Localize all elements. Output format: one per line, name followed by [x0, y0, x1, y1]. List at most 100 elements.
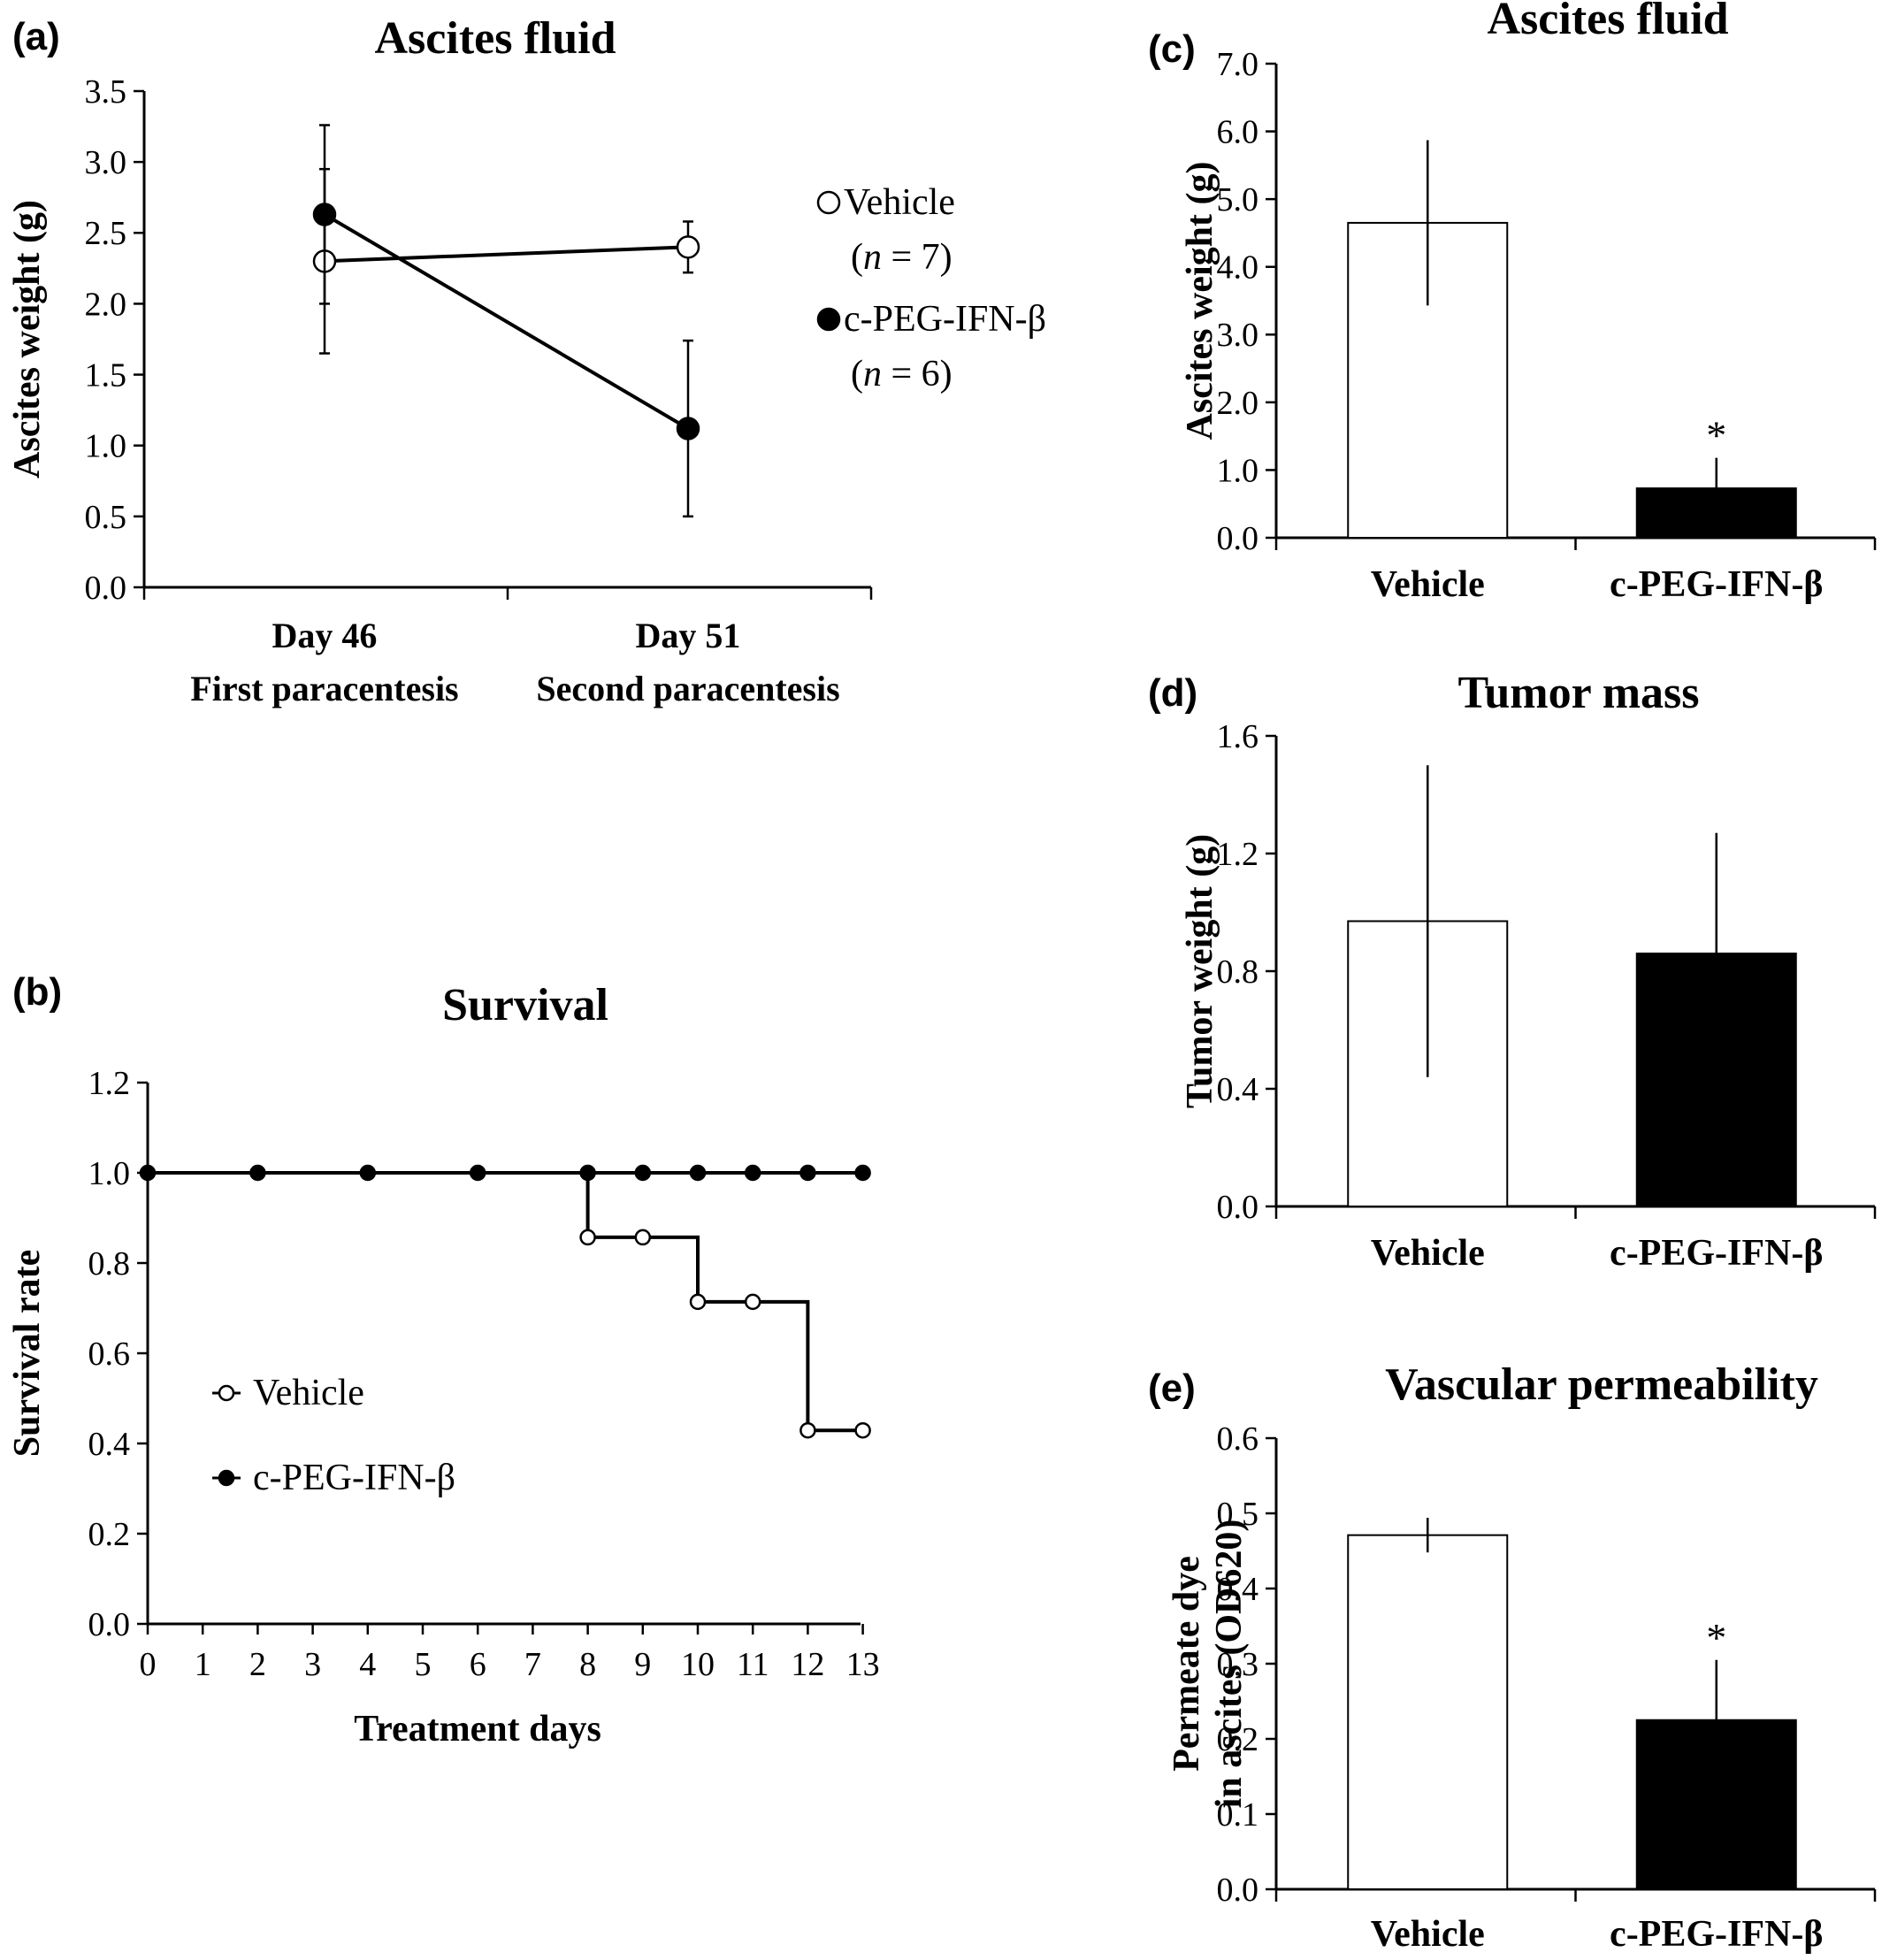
panel-a-ytick-label: 0.5 — [85, 499, 127, 536]
panel-b-point — [799, 1421, 816, 1439]
panel-e-bar — [1347, 1534, 1509, 1891]
panel-b-ytick-label: 1.2 — [88, 1065, 131, 1102]
panel-b-point — [634, 1164, 652, 1182]
panel-b-label: (b) — [12, 970, 62, 1014]
panel-b-xtick-label: 6 — [470, 1646, 486, 1683]
panel-b-ytick-label: 0.4 — [88, 1426, 131, 1463]
panel-b-point — [799, 1164, 816, 1182]
panel-b-x-axis-label: Treatment days — [354, 1709, 601, 1749]
panel-e-ytick-label: 0.2 — [1217, 1721, 1259, 1758]
panel-d-xtick-label: c-PEG-IFN-β — [1610, 1233, 1823, 1274]
panel-a-legend-n-value: = 7) — [882, 237, 952, 278]
panel-a-legend-n-symbol: n — [863, 237, 882, 278]
panel-c-ytick-label: 5.0 — [1217, 181, 1259, 218]
panel-c-ytick-label: 6.0 — [1217, 113, 1259, 150]
panel-b-point — [139, 1164, 157, 1182]
panel-e-bar — [1635, 1719, 1797, 1890]
panel-a: (a) Ascites fluid 0.0 0.5 1.0 1.5 2.0 2.5 3.0 3.5… — [7, 13, 1046, 708]
panel-a-series-line — [323, 212, 690, 431]
panel-b-xtick-label: 11 — [737, 1646, 769, 1683]
panel-c-ytick-label: 0.0 — [1217, 520, 1259, 557]
panel-a-ytick-label: 3.0 — [85, 144, 127, 181]
panel-d: (d) Tumor mass 0.0 0.4 0.8 1.2 1.6 Vehicle c-PEG… — [1148, 668, 1877, 1274]
panel-a-xtick-sublabel: First paracentesis — [190, 669, 458, 708]
panel-c-y-axis-label: Ascites weight (g) — [1180, 162, 1220, 440]
panel-c-ytick-label: 7.0 — [1217, 46, 1259, 83]
panel-d-ytick-label: 0.4 — [1217, 1071, 1259, 1108]
panel-b-ytick-label: 0.0 — [88, 1606, 131, 1643]
panel-e-title: Vascular permeability — [1385, 1359, 1818, 1410]
panel-c-title: Ascites fluid — [1488, 0, 1729, 44]
panel-a-xtick-sublabel: Second paracentesis — [536, 669, 839, 708]
panel-e-xtick-label: Vehicle — [1371, 1914, 1485, 1955]
panel-c-xtick-label: Vehicle — [1371, 564, 1485, 605]
panel-b-ytick-label: 1.0 — [88, 1155, 131, 1192]
panel-b-ytick-label: 0.6 — [88, 1336, 131, 1373]
panel-b-point — [634, 1229, 652, 1246]
panel-c-ytick-label: 4.0 — [1217, 249, 1259, 287]
panel-d-ytick-label: 0.0 — [1217, 1189, 1259, 1226]
panel-b-ytick-label: 0.2 — [88, 1516, 131, 1553]
panel-b-xtick-label: 12 — [791, 1646, 824, 1683]
panel-b-xtick-label: 0 — [140, 1646, 157, 1683]
panel-c-bar — [1635, 487, 1797, 539]
panel-b-ytick-label: 0.8 — [88, 1245, 131, 1282]
panel-e-ytick-label: 0.0 — [1217, 1872, 1259, 1909]
panel-e-significance-mark: * — [1706, 1615, 1726, 1660]
panel-e-y-axis-label: Permeate dye — [1167, 1556, 1207, 1772]
panel-c-xtick-label: c-PEG-IFN-β — [1610, 564, 1823, 605]
panel-b-point — [249, 1164, 266, 1182]
panel-e-ytick-label: 0.6 — [1217, 1420, 1259, 1458]
panel-b-point — [359, 1164, 377, 1182]
panel-b-legend-marker — [218, 1469, 235, 1487]
panel-b-y-axis-label: Survival rate — [7, 1250, 48, 1457]
panel-c-ytick-label: 3.0 — [1217, 317, 1259, 354]
panel-b-series-line — [148, 1171, 863, 1433]
panel-a-legend-n-symbol: n — [863, 354, 882, 394]
panel-b-point — [579, 1164, 596, 1182]
panel-a-legend-n: (n = 6) — [851, 354, 952, 394]
panel-b-xtick-label: 10 — [681, 1646, 715, 1683]
panel-d-ytick-label: 0.8 — [1217, 953, 1259, 991]
panel-b-xtick-label: 7 — [524, 1646, 541, 1683]
panel-a-legend-n: (n = 7) — [851, 237, 952, 278]
panel-a-series-line — [324, 245, 689, 264]
panel-a-xtick-label: Day 51 — [636, 616, 741, 655]
panel-a-point — [312, 203, 337, 226]
panel-b-xtick-label: 13 — [846, 1646, 880, 1683]
panel-a-ytick-label: 0.0 — [85, 570, 127, 607]
panel-a-y-axis-label: Ascites weight (g) — [7, 200, 48, 479]
panel-e-ytick-label: 0.5 — [1217, 1496, 1259, 1533]
panel-e-y-axis-label: in ascites (OD620) — [1209, 1520, 1250, 1809]
panel-b-point — [689, 1293, 707, 1311]
panel-b-xtick-label: 8 — [579, 1646, 596, 1683]
panel-c-ytick-label: 2.0 — [1217, 385, 1259, 422]
panel-a-point — [676, 235, 700, 259]
panel-b-xtick-label: 5 — [415, 1646, 432, 1683]
panel-b-point — [469, 1164, 486, 1182]
panel-e-label: (e) — [1148, 1367, 1196, 1410]
panel-b-legend-marker — [218, 1384, 235, 1402]
panel-d-ytick-label: 1.6 — [1217, 718, 1259, 755]
panel-b-point — [579, 1229, 596, 1246]
panel-a-legend: Vehicle (n = 7) c-PEG-IFN-β (n = 6) — [816, 182, 1046, 394]
panel-b-legend: Vehicle c-PEG-IFN-β — [212, 1373, 455, 1498]
panel-e-ytick-label: 0.3 — [1217, 1646, 1259, 1683]
panel-b-point — [744, 1164, 761, 1182]
panel-b-point — [854, 1421, 871, 1439]
panel-a-legend-n-value: = 6) — [882, 354, 952, 394]
panel-b-xtick-label: 3 — [304, 1646, 321, 1683]
panel-a-label: (a) — [12, 15, 60, 58]
panel-e-ytick-label: 0.4 — [1217, 1571, 1259, 1608]
panel-a-legend-marker — [816, 190, 841, 215]
panel-b-xtick-label: 2 — [249, 1646, 266, 1683]
panel-a-legend-marker — [816, 307, 841, 332]
panel-e-xtick-label: c-PEG-IFN-β — [1610, 1914, 1823, 1955]
panel-d-xtick-label: Vehicle — [1371, 1233, 1485, 1274]
panel-a-ytick-label: 2.0 — [85, 286, 127, 323]
panel-c: (c) Ascites fluid 0.0 1.0 2.0 3.0 4.0 5.0 6.0 7.0… — [1148, 0, 1877, 605]
panel-d-y-axis-label: Tumor weight (g) — [1180, 834, 1220, 1108]
panel-a-ytick-label: 2.5 — [85, 215, 127, 252]
panel-d-bar — [1635, 953, 1797, 1208]
